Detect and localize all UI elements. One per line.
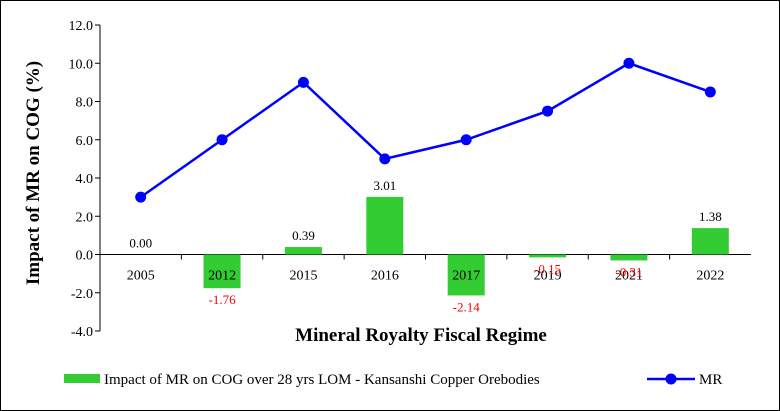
y-tick-label: 4.0 xyxy=(76,172,94,187)
y-tick-label: 8.0 xyxy=(76,96,94,111)
y-axis-title: Impact of MR on COG (%) xyxy=(23,61,44,285)
y-tick-label: -4.0 xyxy=(71,325,93,340)
mr-point-2019 xyxy=(542,105,554,117)
x-tick-label: 2012 xyxy=(208,269,236,284)
y-tick-label: 0.0 xyxy=(76,249,94,264)
y-tick-label: 12.0 xyxy=(69,19,94,34)
x-tick-label: 2022 xyxy=(696,269,724,284)
mr-point-2016 xyxy=(379,153,391,165)
bar-2021 xyxy=(610,254,648,261)
data-label: -0.15 xyxy=(534,261,561,276)
bar-2016 xyxy=(366,196,404,255)
data-label: 0.39 xyxy=(292,228,315,243)
data-label: -0.31 xyxy=(615,264,642,279)
mr-line xyxy=(139,61,711,199)
data-label: 0.00 xyxy=(129,236,152,251)
bar-2017 xyxy=(447,254,485,296)
legend-line-label: MR xyxy=(699,372,722,388)
mr-point-2022 xyxy=(704,86,716,98)
bar-2019 xyxy=(529,254,567,258)
data-label: 3.01 xyxy=(373,178,396,193)
legend-line-marker xyxy=(665,373,677,385)
legend-bar-label: Impact of MR on COG over 28 yrs LOM - Ka… xyxy=(104,372,540,388)
x-tick-label: 2019 xyxy=(534,269,562,284)
mr-point-2015 xyxy=(297,76,309,88)
y-tick-label: 2.0 xyxy=(76,210,94,225)
y-tick-label: 6.0 xyxy=(76,134,94,149)
x-tick-label: 2005 xyxy=(127,269,155,284)
y-tick-label: 10.0 xyxy=(69,57,94,72)
x-tick-label: 2015 xyxy=(289,269,317,284)
legend-bar-swatch xyxy=(64,374,100,383)
x-tick-label: 2016 xyxy=(371,269,399,284)
x-tick-label: 2021 xyxy=(615,269,643,284)
legend: Impact of MR on COG over 28 yrs LOM - Ka… xyxy=(64,372,722,388)
x-axis-title: Mineral Royalty Fiscal Regime xyxy=(295,325,547,346)
bar-2015 xyxy=(284,247,322,255)
mr-point-2005 xyxy=(135,191,147,203)
x-tick-label: 2017 xyxy=(452,269,480,284)
mr-point-2012 xyxy=(216,134,228,146)
mr-point-2021 xyxy=(623,57,635,69)
y-tick-label: -2.0 xyxy=(71,287,93,302)
data-label: -1.76 xyxy=(209,292,237,307)
mr-point-2017 xyxy=(460,134,472,146)
bar-2012 xyxy=(203,254,241,289)
bar-2022 xyxy=(691,228,729,255)
data-label: 1.38 xyxy=(699,209,722,224)
data-label: -2.14 xyxy=(453,299,481,314)
